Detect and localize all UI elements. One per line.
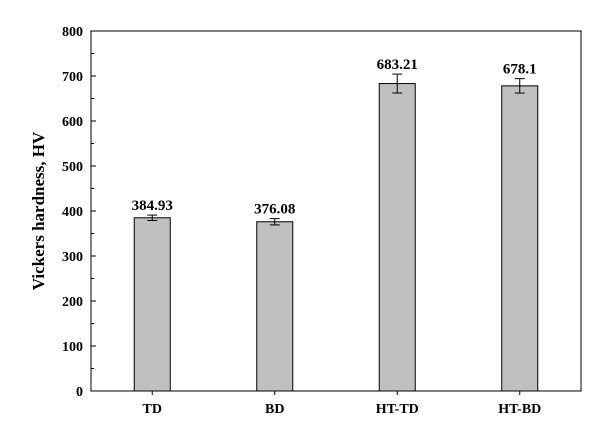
data-label: 384.93	[132, 198, 173, 214]
x-tick-label: HT-BD	[498, 402, 541, 417]
y-tick-label: 700	[62, 70, 83, 85]
y-tick-label: 100	[62, 340, 83, 355]
x-tick-label: BD	[265, 402, 284, 417]
y-tick-label: 300	[62, 250, 83, 265]
y-axis-title: Vickers hardness, HV	[29, 131, 48, 290]
data-label: 376.08	[254, 202, 295, 218]
y-tick-label: 400	[62, 205, 83, 220]
y-tick-label: 200	[62, 295, 83, 310]
x-tick-label: HT-TD	[376, 402, 419, 417]
bar-ht-bd	[501, 85, 539, 392]
data-labels-layer: 384.93 376.08 683.21 678.1	[132, 57, 537, 218]
bar-td	[133, 217, 171, 392]
y-tick-label: 600	[62, 115, 83, 130]
bar-ht-td	[378, 83, 416, 392]
axes-layer: TD BD HT-TD HT-BD 0 100 200 300 400 500 600 700 800	[62, 25, 582, 417]
bars-layer	[133, 83, 539, 392]
y-tick-label: 0	[76, 385, 83, 400]
bar-bd	[256, 221, 294, 392]
error-bars-layer	[147, 73, 525, 226]
x-tick-label: TD	[143, 402, 162, 417]
data-label: 678.1	[503, 62, 537, 78]
y-tick-label: 500	[62, 160, 83, 175]
y-tick-label: 800	[62, 25, 83, 40]
data-label: 683.21	[377, 57, 418, 73]
